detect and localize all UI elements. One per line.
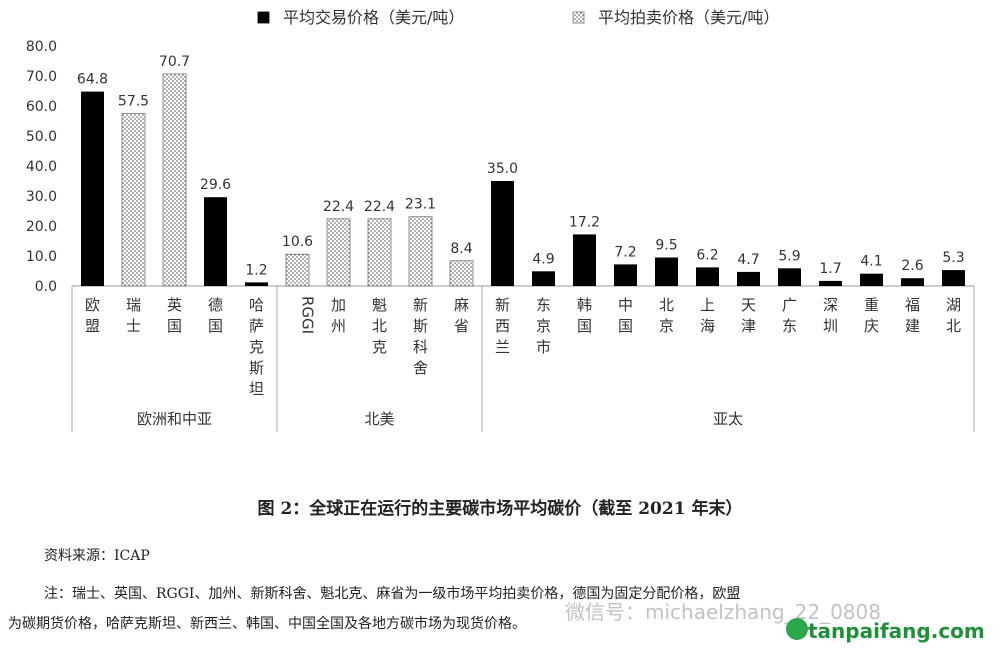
legend-swatch [572,11,585,24]
y-tick-label: 20.0 [26,219,57,235]
bar [162,73,187,287]
y-tick-label: 40.0 [26,159,57,175]
category-label: 东京市 [536,296,551,356]
bar [942,270,965,286]
value-label: 22.4 [323,199,354,215]
value-label: 8.4 [450,241,472,257]
bar [367,218,392,287]
category-label: 德国 [208,296,223,335]
site-logo-icon [786,618,808,640]
value-label: 29.6 [200,177,231,193]
category-label: 中国 [618,296,633,335]
group-label: 北美 [364,410,394,428]
category-label: 欧盟 [85,296,100,335]
category-label: 福建 [905,296,920,335]
value-label: 2.6 [901,258,923,274]
category-label: 英国 [167,296,182,335]
value-label: 6.2 [696,247,718,263]
bar [901,278,924,286]
bar [655,257,678,286]
bar [532,271,555,286]
bar [81,91,104,286]
bar [696,267,719,286]
bar [245,282,268,286]
value-label: 64.8 [77,72,108,88]
category-label: 魁北克 [372,296,387,356]
source-text: 资料来源：ICAP [44,548,150,564]
category-label: 瑞士 [126,296,141,335]
category-label: 天津 [741,296,756,335]
value-label: 57.5 [118,94,149,110]
category-label: 北京 [659,296,674,335]
category-label: 韩国 [577,296,592,335]
value-label: 7.2 [614,244,636,260]
bar [778,268,801,286]
legend-label: 平均拍卖价格（美元/吨） [598,8,779,27]
bar [573,234,596,286]
y-tick-label: 10.0 [26,249,57,265]
y-tick-label: 80.0 [26,39,57,55]
y-tick-label: 0.0 [35,279,57,295]
value-label: 10.6 [282,234,313,250]
category-label: 哈萨克斯坦 [249,296,264,398]
bar [449,260,474,287]
note-line-1: 注：瑞士、英国、RGGI、加州、新斯科舍、魁北克、麻省为一级市场平均拍卖价格，德… [44,586,741,602]
y-tick-label: 60.0 [26,99,57,115]
value-label: 1.2 [245,262,267,278]
value-label: 22.4 [364,199,395,215]
bar [860,273,883,286]
value-label: 35.0 [487,161,518,177]
value-label: 1.7 [819,261,841,277]
bar [204,197,227,286]
bar [491,181,514,286]
y-tick-label: 70.0 [26,69,57,85]
category-label: RGGI [299,296,317,334]
bar [737,271,760,286]
bar [121,113,146,287]
note-text: 注：瑞士、英国、RGGI、加州、新斯科舍、魁北克、麻省为一级市场平均拍卖价格，德… [8,579,993,639]
group-label: 亚太 [713,410,743,428]
bar [614,264,637,286]
legend-label: 平均交易价格（美元/吨） [283,8,464,27]
value-label: 23.1 [405,197,436,213]
category-label: 上海 [700,296,715,335]
category-label: 湖北 [946,296,961,335]
category-label: 麻省 [454,296,469,335]
value-label: 9.5 [655,238,677,254]
y-tick-label: 30.0 [26,189,57,205]
y-tick-label: 50.0 [26,129,57,145]
bar [408,216,433,287]
value-label: 4.7 [737,252,759,268]
value-label: 4.9 [532,251,554,267]
bar [326,218,351,287]
category-label: 广东 [782,296,797,335]
bar [819,280,842,286]
category-label: 新斯科舍 [413,296,428,377]
wechat-watermark: 微信号：michaelzhang_22_0808 [565,600,881,624]
value-label: 5.9 [778,248,800,264]
group-label: 欧洲和中亚 [137,410,212,428]
category-label: 深圳 [823,296,838,335]
category-label: 加州 [331,296,346,335]
value-label: 5.3 [942,250,964,266]
bar [285,253,310,287]
value-label: 70.7 [159,54,190,70]
figure-caption: 图 2：全球正在运行的主要碳市场平均碳价（截至 2021 年末） [257,499,743,519]
legend-swatch [257,11,270,24]
note-line-2: 为碳期货价格，哈萨克斯坦、新西兰、韩国、中国全国及各地方碳市场为现货价格。 [8,616,526,632]
category-label: 新西兰 [495,296,510,356]
value-label: 17.2 [569,214,600,230]
bar-chart: 0.0 10.0 20.0 30.0 40.0 50.0 60.0 70.0 80.0 欧洲和中亚… [26,8,975,432]
value-label: 4.1 [860,254,882,270]
category-label: 重庆 [864,296,879,335]
site-watermark: tanpaifang.com [808,619,985,643]
